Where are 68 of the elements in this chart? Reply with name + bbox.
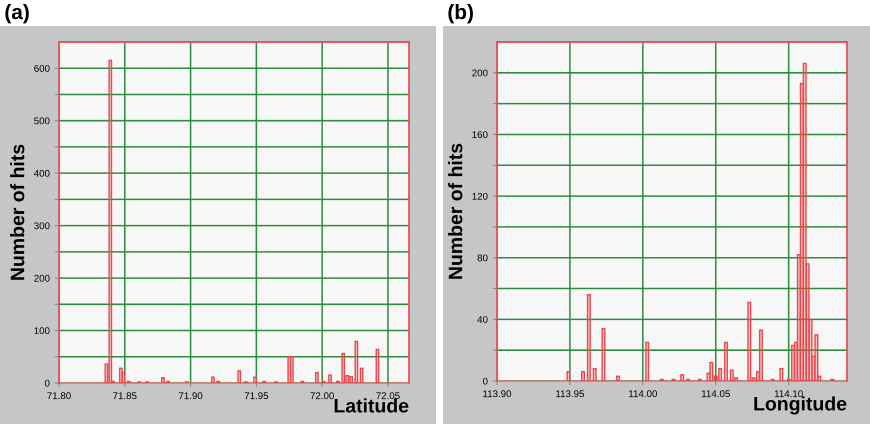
- bar: [122, 372, 126, 383]
- bar: [808, 318, 813, 381]
- bar: [601, 328, 606, 381]
- y-tick-label: 0: [44, 380, 50, 387]
- bar: [586, 294, 591, 381]
- bar: [104, 363, 108, 383]
- bar: [360, 368, 364, 383]
- x-tick-label: 72.05: [376, 392, 400, 400]
- x-axis-title: Latitude: [334, 398, 408, 413]
- bar: [592, 368, 597, 381]
- bar: [747, 302, 752, 381]
- y-tick-label: 100: [34, 327, 50, 334]
- bar: [718, 368, 722, 381]
- bar: [108, 60, 112, 383]
- y-tick-label: 120: [472, 192, 488, 200]
- y-tick-label: 400: [34, 170, 50, 177]
- bar: [616, 376, 620, 381]
- bar: [566, 371, 570, 381]
- x-tick-label: 71.90: [178, 392, 202, 400]
- chart-title: (a): [5, 4, 29, 24]
- x-tick-label: 113.90: [483, 390, 512, 398]
- bar: [237, 370, 242, 383]
- y-tick-label: 600: [34, 64, 50, 72]
- y-tick-label: 500: [34, 117, 50, 124]
- bar: [345, 374, 350, 383]
- bar: [253, 376, 257, 383]
- bar: [645, 342, 650, 381]
- y-tick-label: 200: [34, 274, 50, 282]
- x-tick-label: 114.10: [774, 390, 803, 398]
- bar: [709, 362, 714, 381]
- bar: [814, 334, 818, 381]
- x-tick-label: 71.85: [113, 392, 137, 400]
- bar: [376, 348, 380, 383]
- y-tick-label: 200: [472, 70, 488, 76]
- bar: [714, 376, 718, 381]
- bar: [161, 377, 165, 383]
- y-tick-label: 300: [34, 222, 50, 230]
- chart-title: (b): [448, 4, 473, 24]
- y-tick-label: 160: [472, 131, 488, 138]
- y-axis-title: Number of hits: [10, 144, 24, 280]
- x-tick-label: 71.95: [244, 392, 268, 400]
- bar: [290, 356, 294, 383]
- bar: [341, 352, 346, 383]
- bar: [349, 376, 353, 383]
- x-tick-label: 114.05: [702, 390, 730, 398]
- bar: [315, 372, 319, 383]
- y-tick-label: 40: [477, 316, 488, 323]
- bar: [752, 377, 756, 381]
- x-tick-label: 71.80: [47, 392, 71, 400]
- bar: [680, 374, 684, 381]
- x-tick-label: 113.95: [556, 390, 584, 398]
- bar: [779, 368, 784, 381]
- bar: [354, 340, 358, 383]
- x-tick-label: 72.00: [310, 392, 334, 400]
- bar: [328, 374, 332, 383]
- bar: [734, 377, 738, 381]
- bar: [724, 342, 728, 381]
- bar: [817, 376, 822, 381]
- y-tick-label: 0: [482, 378, 488, 385]
- bar: [211, 376, 215, 383]
- x-tick-label: 114.00: [629, 390, 657, 398]
- bar: [730, 370, 734, 381]
- bar: [758, 329, 763, 381]
- bar: [581, 371, 586, 381]
- bar: [802, 62, 807, 381]
- x-axis-title: Longitude: [754, 396, 846, 415]
- y-axis-title: Number of hits: [448, 144, 462, 279]
- y-tick-label: 80: [478, 254, 488, 262]
